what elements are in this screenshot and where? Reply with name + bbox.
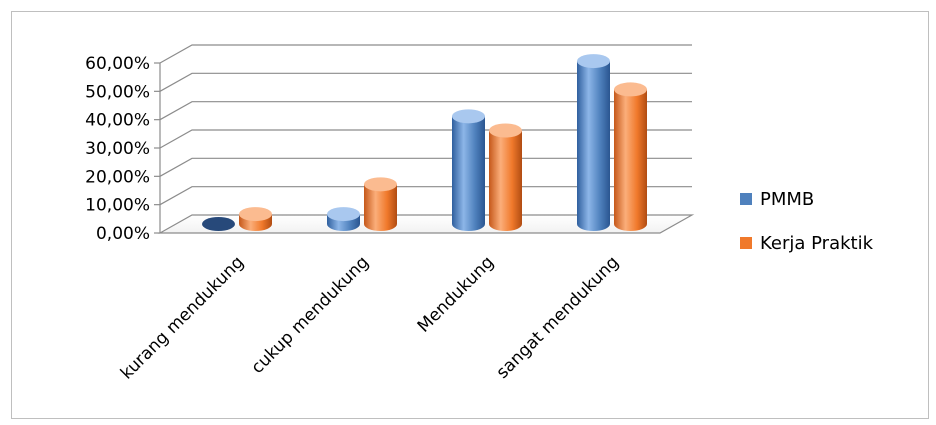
bar-body [489, 130, 522, 231]
bar-pmmb [452, 109, 485, 231]
y-axis: 0,00% 10,00% 20,00% 30,00% 40,00% 50,00% 60,00… [85, 54, 160, 244]
bar-top [452, 109, 485, 124]
bar-top [614, 82, 647, 97]
bar-kerja-praktik [614, 82, 647, 232]
bar-body [452, 116, 485, 231]
gridline [159, 186, 692, 206]
x-axis: kurang mendukung cukup mendukung Mendukung… [117, 252, 623, 383]
category-label: sangat mendukung [493, 252, 623, 382]
bar-body [364, 184, 397, 231]
y-tick-label: 30,00% [85, 139, 150, 159]
bar-top [239, 207, 272, 222]
legend-swatch [740, 237, 752, 249]
y-tick-label: 20,00% [85, 167, 150, 187]
legend-label: PMMB [760, 189, 814, 210]
bar-top [364, 177, 397, 192]
y-tick-label: 50,00% [85, 82, 150, 102]
y-tick-label: 60,00% [85, 54, 150, 74]
bar-body [614, 89, 647, 232]
y-tick-label: 0,00% [96, 224, 150, 244]
category-label: Mendukung [414, 252, 498, 336]
bar-pmmb [327, 207, 360, 231]
gridline [159, 44, 692, 64]
gridline [159, 101, 692, 121]
legend-swatch [740, 193, 752, 205]
bar-top [577, 54, 610, 69]
y-tick-label: 10,00% [85, 196, 150, 216]
bar-kerja-praktik [364, 177, 397, 231]
gridline [159, 129, 692, 149]
bar-top [489, 123, 522, 138]
bar-kerja-praktik [489, 123, 522, 231]
bar-base [202, 217, 235, 231]
bars-layer [202, 54, 647, 232]
bar-kerja-praktik [239, 207, 272, 231]
category-label: kurang mendukung [117, 252, 248, 383]
bar-body [577, 61, 610, 232]
gridline [159, 157, 692, 177]
grid-layer [157, 44, 695, 234]
bar-pmmb [577, 54, 610, 232]
y-tick-label: 40,00% [85, 111, 150, 131]
bar-top [327, 207, 360, 222]
legend: PMMB Kerja Praktik [740, 189, 874, 254]
legend-label: Kerja Praktik [760, 233, 874, 254]
gridline [159, 72, 692, 92]
plot-floor [157, 214, 695, 234]
category-label: cukup mendukung [248, 252, 373, 377]
bar-pmmb [202, 217, 235, 231]
